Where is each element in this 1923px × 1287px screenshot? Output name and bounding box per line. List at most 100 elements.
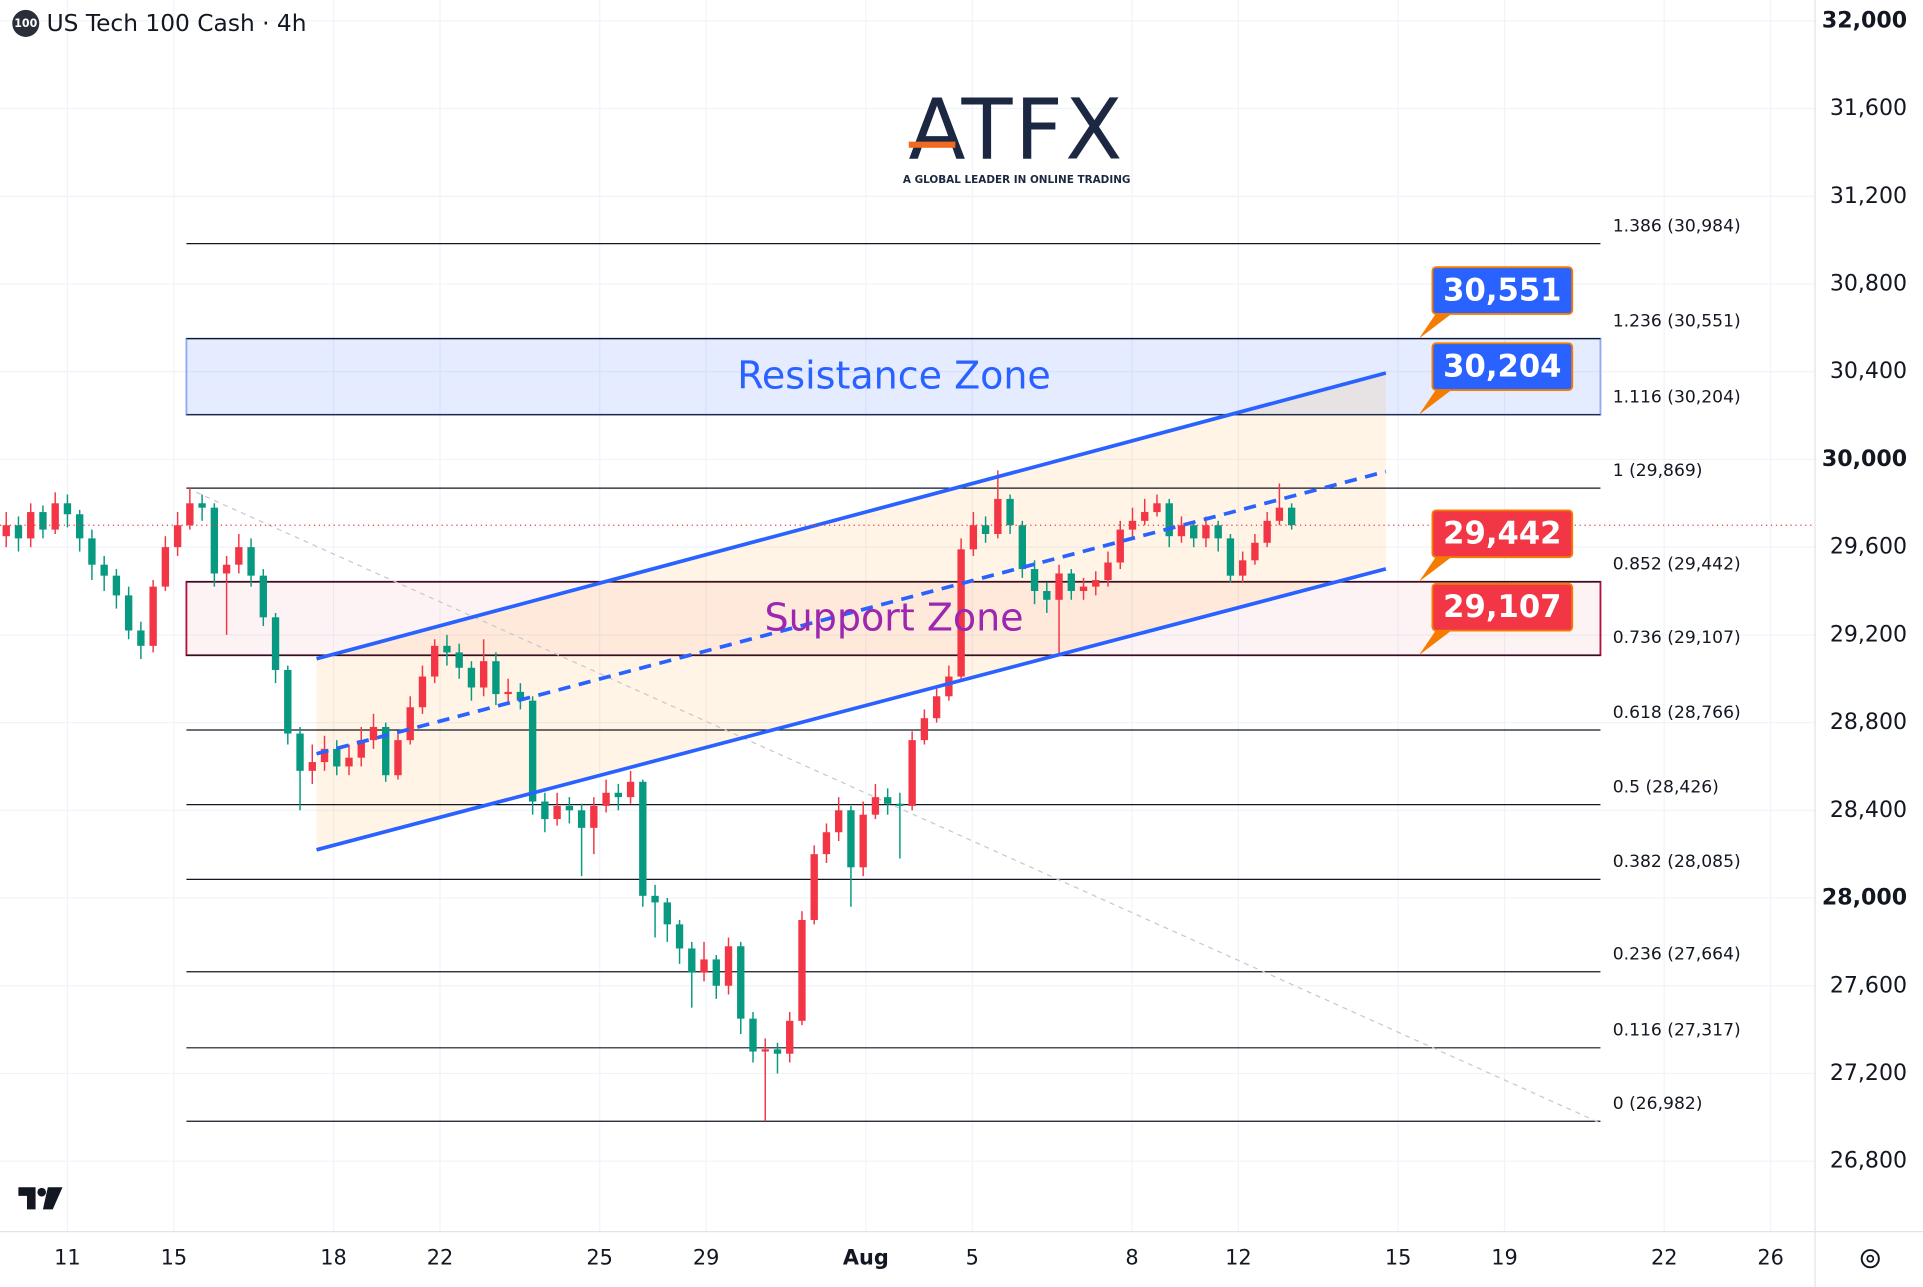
candle-body — [271, 617, 280, 670]
logo-accent — [908, 141, 956, 148]
candle-body — [51, 503, 59, 530]
candle-body — [810, 854, 818, 920]
candle-body — [455, 652, 463, 668]
candle-body — [76, 514, 84, 539]
price-tag-label: 30,551 — [1443, 272, 1561, 308]
fib-label: 0.5 (28,426) — [1613, 777, 1719, 797]
x-tick-label: 5 — [966, 1246, 979, 1270]
x-tick-label: 19 — [1491, 1246, 1518, 1270]
candle-body — [859, 814, 867, 868]
candle-body — [639, 781, 647, 896]
candle-body — [1055, 573, 1063, 600]
candle-body — [798, 919, 806, 1021]
candle-body — [602, 792, 610, 806]
candle-body — [737, 946, 745, 1019]
candle-body — [724, 946, 733, 986]
candle-body — [651, 895, 659, 903]
header: 100 US Tech 100 Cash · 4h — [12, 9, 307, 37]
fib-label: 0.736 (29,107) — [1613, 628, 1741, 648]
price-tag-label: 29,107 — [1443, 589, 1561, 625]
candle-body — [1153, 503, 1161, 513]
y-tick-label: 30,800 — [1830, 270, 1907, 296]
candle-body — [173, 525, 182, 548]
candle-body — [663, 902, 671, 925]
candle-body — [528, 700, 537, 802]
candle-body — [100, 564, 108, 576]
x-tick-label: 15 — [1385, 1246, 1412, 1270]
candle-body — [761, 1049, 769, 1052]
candle-body — [345, 757, 353, 767]
candle-body — [908, 740, 916, 806]
fib-label: 0.116 (27,317) — [1613, 1021, 1741, 1041]
price-tag — [1431, 266, 1574, 315]
diagonal-line — [195, 491, 1601, 1124]
plot — [0, 243, 1816, 1124]
zone — [185, 337, 1602, 416]
candle-body — [749, 1018, 757, 1052]
candle-body — [1104, 562, 1112, 581]
fib-label: 0.382 (28,085) — [1613, 852, 1741, 872]
candle-body — [1092, 580, 1100, 587]
price-tag — [1431, 342, 1574, 391]
x-tick-label: 11 — [54, 1246, 81, 1270]
candle-body — [247, 547, 255, 576]
x-tick-label: 8 — [1125, 1246, 1138, 1270]
candle-body — [896, 803, 904, 806]
y-tick-label: 31,600 — [1830, 95, 1907, 121]
logo-text: ATFX — [908, 80, 1124, 178]
candle-body — [149, 586, 157, 646]
candle-body — [1263, 520, 1271, 543]
candle-body — [712, 959, 720, 986]
settings-button[interactable] — [1860, 1249, 1880, 1269]
candle-body — [847, 810, 855, 868]
candle-body — [932, 696, 941, 719]
candle-body — [492, 661, 500, 695]
candle-body — [394, 740, 402, 776]
candle-body — [186, 503, 194, 526]
candle-body — [1190, 525, 1198, 539]
candle-body — [124, 595, 133, 631]
candle-body — [626, 781, 635, 798]
y-tick-label: 29,600 — [1830, 534, 1907, 560]
price-tag-label: 29,442 — [1443, 515, 1561, 551]
fib-label: 0.618 (28,766) — [1613, 703, 1741, 723]
channel-line — [316, 567, 1387, 852]
y-tick-label: 28,400 — [1830, 797, 1907, 823]
fib-label: 1.236 (30,551) — [1613, 311, 1741, 331]
candle-body — [1238, 560, 1247, 576]
symbol-icon — [12, 9, 40, 37]
candle-body — [1116, 529, 1124, 563]
candle-body — [994, 498, 1002, 534]
candle-body — [222, 564, 231, 574]
candle-body — [259, 575, 267, 618]
x-tick-label: 26 — [1757, 1246, 1784, 1270]
candle-body — [431, 645, 439, 677]
candle-body — [688, 948, 696, 973]
y-tick-label: 27,600 — [1830, 972, 1907, 998]
y-tick-label: 28,800 — [1830, 709, 1907, 735]
y-tick-label: 29,200 — [1830, 621, 1907, 647]
candle-body — [284, 669, 292, 734]
y-tick-label: 32,000 — [1822, 7, 1907, 33]
candle-body — [296, 733, 304, 771]
candle-body — [1128, 520, 1137, 530]
candle-body — [137, 630, 145, 646]
candle-body — [112, 575, 121, 596]
logo: ATFX A GLOBAL LEADER IN ONLINE TRADING — [903, 80, 1131, 186]
fib-label: 0.852 (29,442) — [1613, 555, 1741, 575]
y-tick-label: 27,200 — [1830, 1060, 1907, 1086]
candle-body — [577, 810, 586, 828]
candle-body — [590, 805, 598, 828]
candle-body — [406, 707, 414, 741]
candle-body — [700, 959, 708, 973]
price-tag — [1431, 582, 1574, 632]
candle-body — [957, 549, 965, 677]
y-tick-label: 30,000 — [1822, 446, 1907, 472]
zone-label: Resistance Zone — [737, 353, 1051, 397]
candle-body — [418, 676, 427, 708]
tradingview-logo — [18, 1187, 63, 1210]
candle-body — [773, 1049, 782, 1054]
fib-label: 0 (26,982) — [1613, 1094, 1703, 1114]
